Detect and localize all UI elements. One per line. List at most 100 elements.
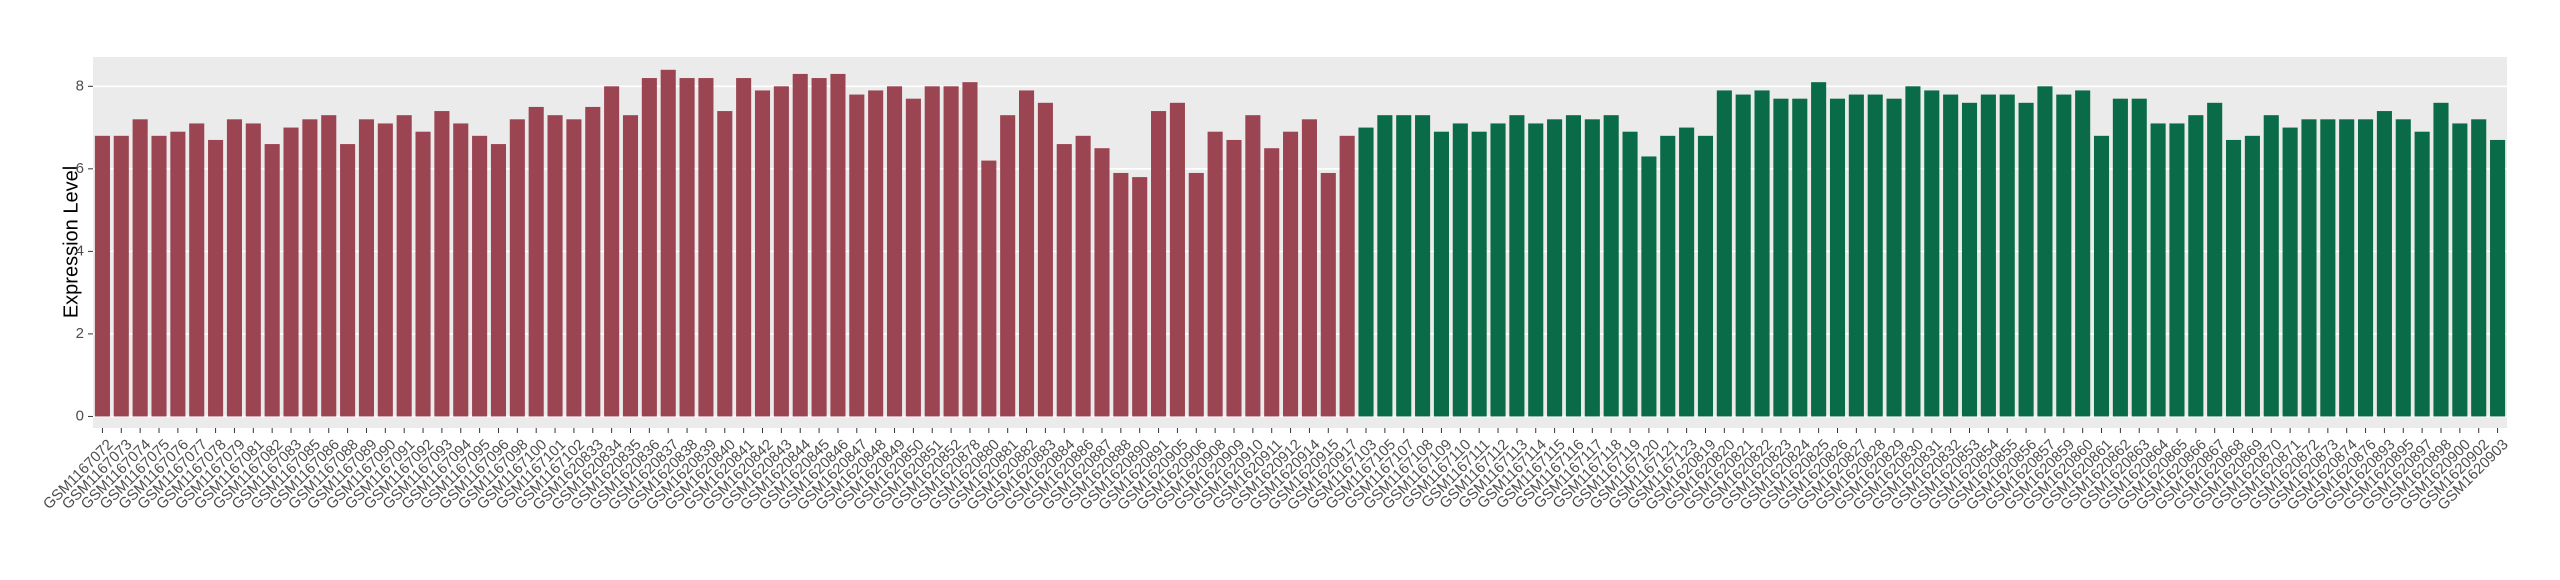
bar: [2433, 102, 2449, 417]
bar: [1622, 131, 1638, 417]
bar: [736, 78, 752, 417]
bar: [1339, 135, 1355, 417]
bar: [1697, 135, 1714, 417]
bar: [886, 86, 903, 417]
bar: [2225, 139, 2242, 417]
bar: [2320, 119, 2336, 417]
bar: [132, 119, 148, 417]
bar: [1415, 115, 1431, 417]
bar: [94, 135, 110, 417]
bar: [415, 131, 431, 417]
bar: [604, 86, 620, 417]
bar: [1980, 94, 1996, 417]
bar: [717, 111, 733, 417]
bar: [1377, 115, 1393, 417]
bar: [1151, 111, 1167, 417]
bar: [773, 86, 789, 417]
bar: [2452, 123, 2468, 417]
y-tick-label: 8: [76, 77, 84, 94]
bar: [2018, 102, 2034, 417]
bar: [1301, 119, 1317, 417]
bar: [2414, 131, 2430, 417]
bar: [943, 86, 959, 417]
bar: [377, 123, 393, 417]
bar: [1773, 98, 1789, 417]
bar: [2395, 119, 2411, 417]
bar: [905, 98, 921, 417]
bar: [321, 115, 337, 417]
bar: [1584, 119, 1600, 417]
y-tick-label: 6: [76, 160, 84, 177]
bar: [2376, 111, 2392, 417]
bar: [1490, 123, 1506, 417]
bar: [1811, 82, 1827, 417]
bar: [1113, 172, 1129, 417]
bar: [1905, 86, 1921, 417]
bar: [2339, 119, 2355, 417]
bar: [811, 78, 827, 417]
bar: [189, 123, 205, 417]
y-axis-label: Expression Level: [60, 166, 82, 318]
bar: [2244, 135, 2260, 417]
bar: [1547, 119, 1563, 417]
bar: [2358, 119, 2374, 417]
bar: [660, 69, 676, 417]
bar: [2131, 98, 2147, 417]
bar: [2207, 102, 2223, 417]
bar: [830, 73, 846, 417]
bar: [2075, 90, 2091, 417]
bar: [962, 82, 978, 417]
bar: [1943, 94, 1959, 417]
bar: [1641, 156, 1657, 417]
bar: [1396, 115, 1412, 417]
y-tick-label: 0: [76, 407, 84, 424]
bar: [1452, 123, 1468, 417]
bar: [1924, 90, 1940, 417]
bar: [2112, 98, 2128, 417]
bar: [698, 78, 714, 417]
bar: [1018, 90, 1035, 417]
bar: [1829, 98, 1846, 417]
bar: [358, 119, 375, 417]
bar: [396, 115, 412, 417]
bar: [1660, 135, 1676, 417]
bar: [641, 78, 657, 417]
bar: [1679, 127, 1695, 417]
bar: [981, 160, 997, 417]
bar: [151, 135, 167, 417]
bar: [1000, 115, 1016, 417]
bar: [302, 119, 318, 417]
bar: [1037, 102, 1053, 417]
bar: [1056, 144, 1072, 417]
bar: [472, 135, 488, 417]
bar: [2150, 123, 2166, 417]
bar: [792, 73, 808, 417]
bar: [1132, 177, 1148, 417]
bar: [547, 115, 563, 417]
bar: [622, 115, 639, 417]
bar: [528, 106, 544, 417]
bar: [434, 111, 450, 417]
bar: [490, 144, 507, 417]
bar: [868, 90, 884, 417]
bar: [1207, 131, 1223, 417]
bar: [1565, 115, 1582, 417]
bar: [2282, 127, 2298, 417]
bar: [1433, 131, 1449, 417]
bar: [453, 123, 469, 417]
bar: [2471, 119, 2487, 417]
bar: [2263, 115, 2279, 417]
bar: [1754, 90, 1770, 417]
bar: [1886, 98, 1902, 417]
bar: [1264, 148, 1280, 417]
bar: [1169, 102, 1185, 417]
bar: [1867, 94, 1883, 417]
bar: [1075, 135, 1091, 417]
bar: [1716, 90, 1732, 417]
bar: [1226, 139, 1242, 417]
bar: [1528, 123, 1544, 417]
bar: [924, 86, 940, 417]
bar: [509, 119, 525, 417]
bar: [754, 90, 771, 417]
